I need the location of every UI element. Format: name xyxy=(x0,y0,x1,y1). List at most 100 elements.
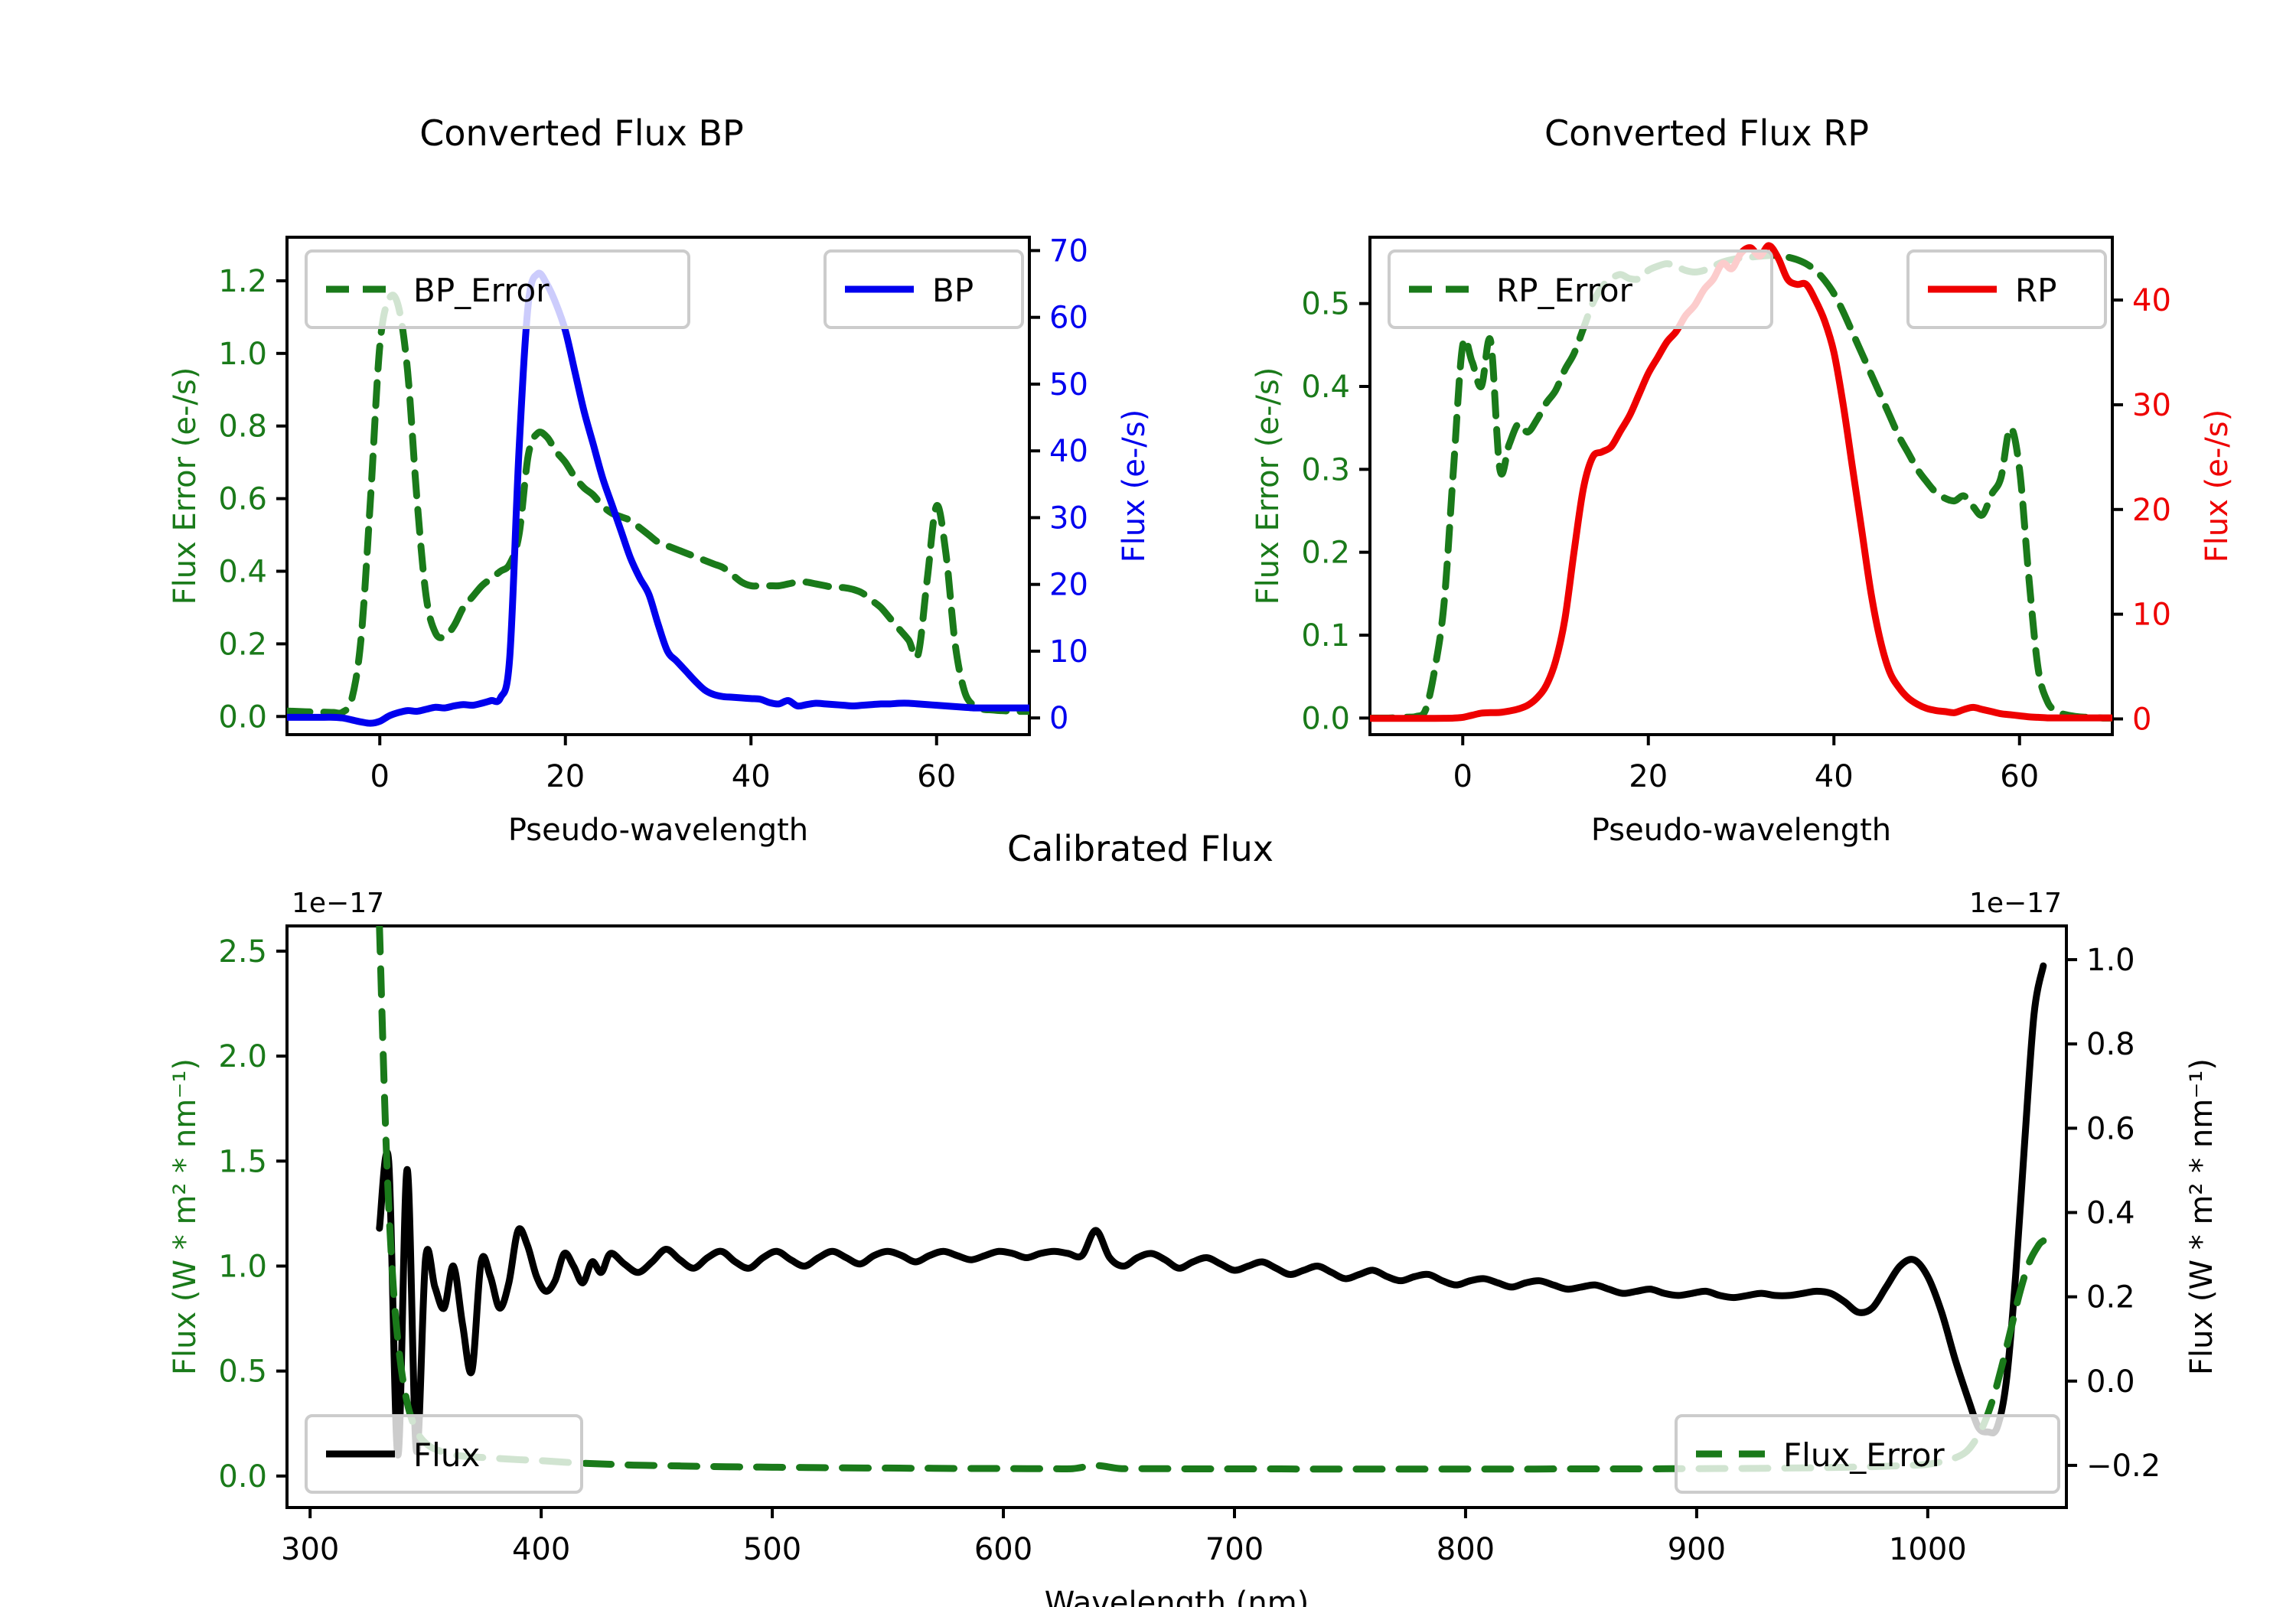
y-right-tick-label: 70 xyxy=(1049,233,1088,269)
y-right-tick-label: 10 xyxy=(2132,598,2171,633)
x-tick-label: 600 xyxy=(974,1532,1032,1567)
y-right-tick-label: 0.8 xyxy=(2086,1027,2135,1062)
legend-box xyxy=(1906,249,2107,329)
series-bp-line xyxy=(287,269,1029,727)
x-tick-label: 60 xyxy=(917,759,956,794)
panel-converted-flux-rp: Converted Flux RP 0 20 40 60 Pseudo-waveleng… xyxy=(1148,46,2296,848)
y-left-tick-label: 1.2 xyxy=(218,264,267,299)
y-left-tick-label: 0.6 xyxy=(218,482,267,517)
y-left-tick-label: 1.5 xyxy=(218,1144,267,1179)
x-axis-label: Pseudo-wavelength xyxy=(508,813,808,848)
y-right-tick-label: 20 xyxy=(2132,493,2171,528)
y-left-tick-label: 0.1 xyxy=(1301,618,1350,654)
x-axis-label: Wavelength (nm) xyxy=(1045,1586,1309,1607)
y-right-tick-label: 1.0 xyxy=(2086,943,2135,978)
y-right-tick-label: 60 xyxy=(1049,301,1088,336)
y-right-tick-label: 50 xyxy=(1049,367,1088,403)
y-right-offset-text: 1e−17 xyxy=(1969,888,2062,919)
y-left-tick-label: 0.8 xyxy=(218,409,267,445)
legend-box xyxy=(1388,249,1773,329)
y-left-tick-label: 0.2 xyxy=(218,627,267,662)
legend-bp-error[interactable]: BP_Error xyxy=(305,249,690,329)
y-right-tick-label: 30 xyxy=(1049,500,1088,536)
x-tick-label: 40 xyxy=(732,759,771,794)
x-tick-label: 1000 xyxy=(1889,1532,1967,1567)
y-right-tick-label: 0.6 xyxy=(2086,1111,2135,1146)
y-left-tick-label: 0.0 xyxy=(1301,701,1350,736)
plot-frame xyxy=(1368,236,2114,736)
x-tick-label: 500 xyxy=(743,1532,801,1567)
y-left-tick-label: 0.3 xyxy=(1301,452,1350,487)
y-right-tick-label: 0 xyxy=(1049,701,1068,736)
y-right-axis-label: Flux (e-/s) xyxy=(2200,409,2235,562)
calibrated-title: Calibrated Flux xyxy=(1007,828,1274,869)
y-left-axis-label: Flux (W * m² * nm⁻¹) xyxy=(168,1058,203,1375)
y-right-tick-label: −0.2 xyxy=(2086,1449,2161,1484)
legend-label: Flux_Error xyxy=(1783,1436,1945,1474)
y-right-tick-label: 10 xyxy=(1049,634,1088,670)
x-tick-label: 20 xyxy=(1629,759,1668,794)
y-right-tick-label: 0.0 xyxy=(2086,1364,2135,1400)
legend-label: RP_Error xyxy=(1496,272,1633,309)
y-left-tick-label: 0.5 xyxy=(218,1354,267,1390)
y-left-tick-label: 0.0 xyxy=(218,699,267,735)
legend-box xyxy=(305,1414,583,1494)
legend-label: Flux xyxy=(413,1436,480,1474)
series-rp-line xyxy=(1370,242,2112,722)
x-tick-label: 300 xyxy=(281,1532,339,1567)
series-flux-error-line xyxy=(376,926,2047,1473)
panel-converted-flux-bp: Converted Flux BP 0 20 40 60 Pseudo-waveleng… xyxy=(0,46,1152,848)
y-left-tick-label: 0.2 xyxy=(1301,536,1350,571)
y-right-tick-label: 40 xyxy=(1049,434,1088,469)
y-right-tick-label: 0.2 xyxy=(2086,1280,2135,1315)
y-left-axis-label: Flux Error (e-/s) xyxy=(168,367,203,605)
x-tick-label: 20 xyxy=(546,759,585,794)
y-left-axis-label: Flux Error (e-/s) xyxy=(1251,367,1286,605)
legend-box xyxy=(305,249,690,329)
y-right-axis-label: Flux (e-/s) xyxy=(1117,409,1152,562)
y-right-axis-label: Flux (W * m² * nm⁻¹) xyxy=(2184,1058,2219,1375)
series-rp-error-line xyxy=(1370,252,2112,722)
panel-calibrated-flux: Calibrated Flux 300 400 500 600 700 800 900 100… xyxy=(0,826,2296,1607)
legend-box xyxy=(1675,1414,2060,1494)
x-tick-label: 0 xyxy=(370,759,390,794)
rp-title: Converted Flux RP xyxy=(1544,112,1869,154)
x-tick-label: 700 xyxy=(1205,1532,1264,1567)
legend-rp[interactable]: RP xyxy=(1906,249,2107,329)
y-right-tick-label: 0.4 xyxy=(2086,1195,2135,1231)
y-left-tick-label: 0.4 xyxy=(1301,370,1350,405)
y-right-tick-label: 30 xyxy=(2132,388,2171,423)
x-tick-label: 60 xyxy=(2000,759,2039,794)
legend-rp-error[interactable]: RP_Error xyxy=(1388,249,1773,329)
y-right-tick-label: 0 xyxy=(2132,702,2151,737)
series-flux-line xyxy=(376,962,2047,1459)
y-left-tick-label: 0.5 xyxy=(1301,287,1350,322)
y-right-tick-label: 40 xyxy=(2132,283,2171,318)
y-left-tick-label: 2.0 xyxy=(218,1039,267,1074)
x-axis-label: Pseudo-wavelength xyxy=(1591,813,1891,848)
y-left-tick-label: 0.0 xyxy=(218,1459,267,1495)
y-left-tick-label: 2.5 xyxy=(218,934,267,970)
legend-bp[interactable]: BP xyxy=(823,249,1024,329)
plot-frame xyxy=(285,924,2068,1509)
x-tick-label: 40 xyxy=(1815,759,1854,794)
y-right-tick-label: 20 xyxy=(1049,568,1088,603)
y-left-tick-label: 1.0 xyxy=(218,337,267,372)
y-left-tick-label: 1.0 xyxy=(218,1249,267,1284)
legend-flux-error[interactable]: Flux_Error xyxy=(1675,1414,2060,1494)
legend-label: RP xyxy=(2015,272,2057,309)
x-tick-label: 900 xyxy=(1668,1532,1726,1567)
bp-title: Converted Flux BP xyxy=(419,112,744,154)
legend-box xyxy=(823,249,1024,329)
x-tick-label: 0 xyxy=(1453,759,1473,794)
y-left-tick-label: 0.4 xyxy=(218,554,267,589)
legend-flux[interactable]: Flux xyxy=(305,1414,583,1494)
series-bp-error-line xyxy=(287,292,1029,717)
legend-label: BP xyxy=(932,272,974,309)
y-left-offset-text: 1e−17 xyxy=(292,888,384,919)
plot-frame xyxy=(285,236,1031,736)
legend-label: BP_Error xyxy=(413,272,550,309)
x-tick-label: 800 xyxy=(1437,1532,1495,1567)
x-tick-label: 400 xyxy=(512,1532,570,1567)
